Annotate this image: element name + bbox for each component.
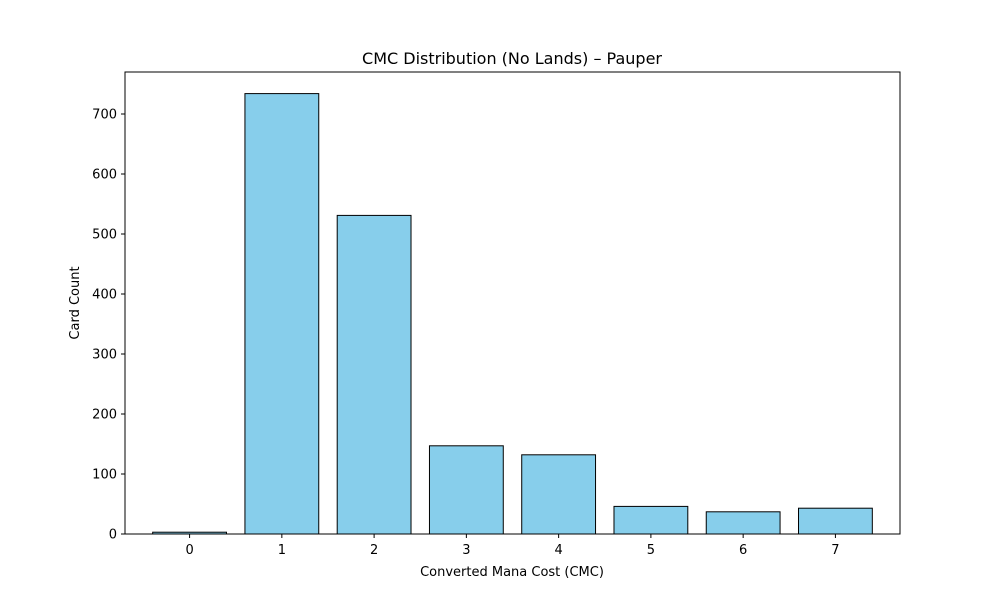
y-tick-label: 700 [92,108,117,123]
y-tick-label: 200 [92,408,117,423]
x-tick-label: 3 [462,543,470,558]
x-axis-title: Converted Mana Cost (CMC) [420,565,604,580]
plot-frame [124,71,901,535]
x-tick-label: 7 [831,543,839,558]
y-axis: 0 100 200 300 400 500 600 700 [92,108,125,543]
bar-cmc-3 [428,445,504,535]
x-tick-label: 5 [647,543,655,558]
bar-cmc-7 [798,507,873,535]
y-tick-label: 0 [109,528,117,543]
y-tick-label: 600 [92,168,117,183]
y-axis-title: Card Count [68,266,83,339]
bar-cmc-2 [336,214,412,535]
x-tick-label: 4 [554,543,562,558]
bar-cmc-4 [521,454,597,535]
bars-layer [152,93,873,535]
x-tick-label: 1 [278,543,286,558]
x-tick-label: 2 [370,543,378,558]
y-tick-label: 300 [92,348,117,363]
y-tick-label: 400 [92,288,117,303]
chart-title: CMC Distribution (No Lands) – Pauper [362,49,662,68]
x-tick-label: 6 [739,543,747,558]
bar-cmc-5 [613,505,689,535]
y-tick-label: 100 [92,468,117,483]
bar-cmc-1 [244,93,320,535]
bar-cmc-6 [705,511,781,535]
y-tick-label: 500 [92,228,117,243]
x-axis: 0 1 2 3 4 5 6 7 [185,534,840,558]
x-tick-label: 0 [185,543,193,558]
